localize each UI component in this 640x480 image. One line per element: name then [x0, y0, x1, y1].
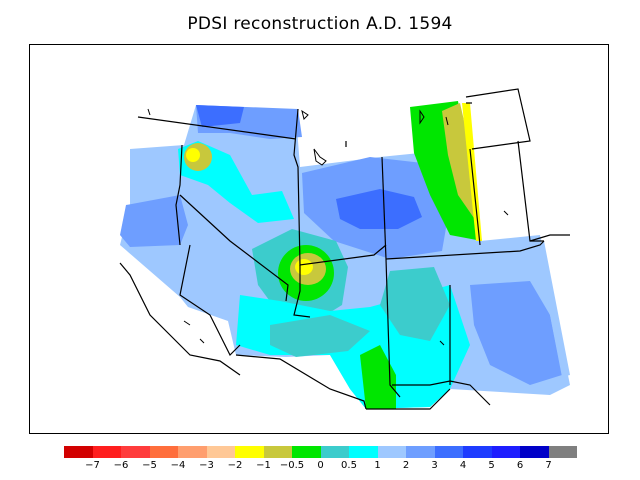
legend-swatch: [149, 446, 178, 458]
legend-swatch: [548, 446, 577, 458]
legend-tick-label: −3: [199, 460, 214, 471]
legend-swatch: [491, 446, 520, 458]
legend-swatch: [406, 446, 435, 458]
field-center-dark: [336, 189, 422, 229]
legend-tick-label: −0.5: [279, 460, 305, 471]
field-sw-teal: [380, 267, 450, 341]
legend-swatch: [263, 446, 292, 458]
map-frame: [29, 44, 609, 434]
legend-swatch: [178, 446, 207, 458]
legend-tick-label: −4: [170, 460, 186, 471]
field-se-light: [530, 241, 570, 377]
legend-tick-label: −6: [113, 460, 129, 471]
field-south-teal2: [270, 315, 370, 357]
legend-tick-label: 5: [488, 460, 495, 471]
legend-swatch: [206, 446, 235, 458]
legend-tick-label: 3: [431, 460, 438, 471]
field-nw-yellow-spot: [186, 148, 200, 162]
legend-tick-label: 0.5: [341, 460, 357, 471]
legend-swatch: [434, 446, 463, 458]
field-ne-olive: [442, 103, 476, 221]
legend-tick-label: −7: [85, 460, 100, 471]
legend-tick-label: −5: [142, 460, 157, 471]
legend-swatch: [349, 446, 378, 458]
legend-swatch: [292, 446, 321, 458]
legend-swatch: [121, 446, 150, 458]
legend-swatch: [92, 446, 121, 458]
state-boundaries: [119, 88, 570, 410]
field-nw-dark: [196, 105, 244, 127]
legend-colorbar: [64, 446, 577, 458]
legend-swatch: [235, 446, 264, 458]
field-center-yellow: [295, 259, 313, 275]
lake-markers: [147, 108, 509, 346]
field-se-blue: [470, 281, 562, 385]
legend-swatch: [520, 446, 549, 458]
legend-tick-label: 2: [402, 460, 410, 471]
legend-swatch: [377, 446, 406, 458]
legend-tick-label: 7: [545, 460, 552, 471]
legend-tick-label: 6: [516, 460, 524, 471]
field-west-blue: [120, 195, 188, 247]
legend-tick-label: 4: [459, 460, 467, 471]
pdsi-map: [119, 88, 570, 410]
legend-tick-label: 0: [317, 460, 324, 471]
field-s-green: [360, 345, 396, 409]
legend-swatch: [463, 446, 492, 458]
legend-tick-label: −1: [256, 460, 271, 471]
legend-swatch: [320, 446, 349, 458]
legend-tick-label: −2: [227, 460, 243, 471]
legend-swatch: [64, 446, 93, 458]
map-title: PDSI reconstruction A.D. 1594: [187, 14, 453, 34]
field-ne-green: [410, 101, 482, 241]
legend-ticks: −7 −6 −5 −4 −3 −2 −1 −0.5 0 0.5 1 2 3 4 5 6 7: [64, 460, 577, 474]
legend-tick-label: 1: [374, 460, 381, 471]
